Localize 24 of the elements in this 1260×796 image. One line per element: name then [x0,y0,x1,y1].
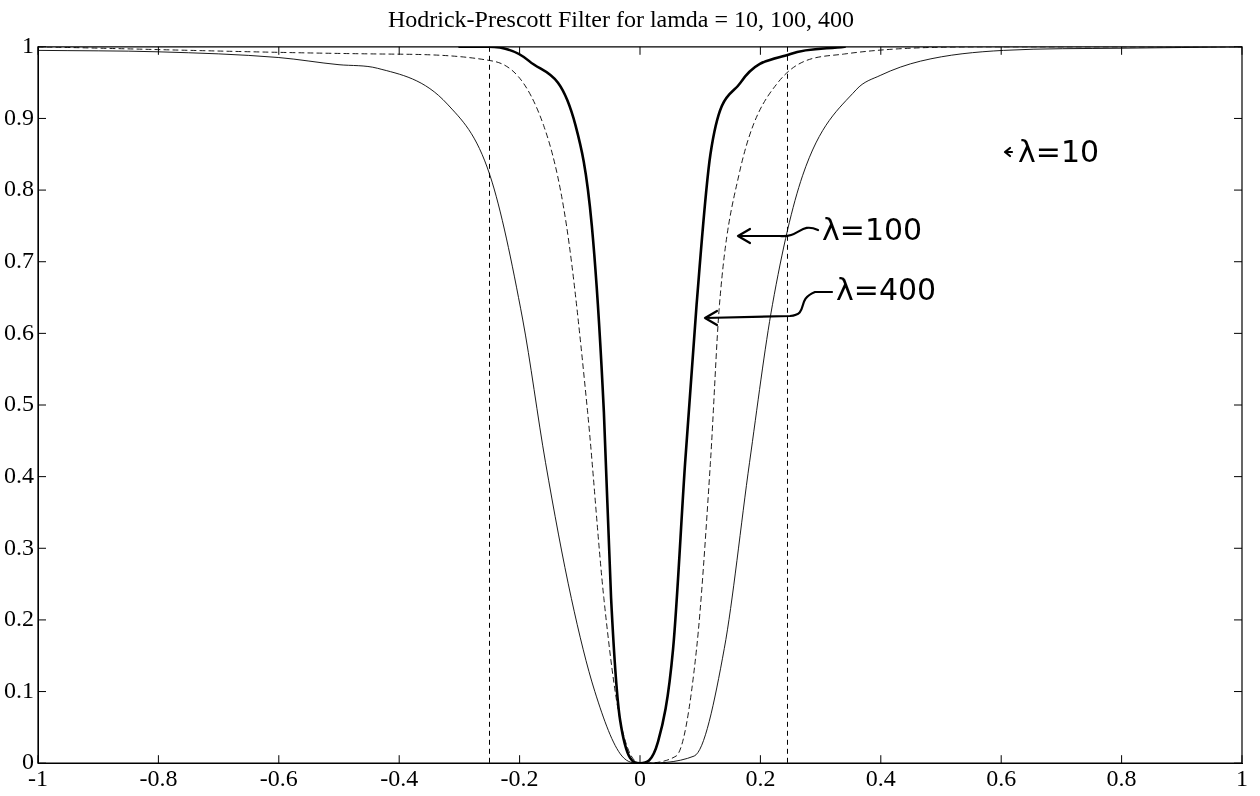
x-tick-label: 0.4 [865,764,896,791]
chart-title: Hodrick-Prescott Filter for lamda = 10, 100, 400 [387,5,855,32]
annotation: λ=400 [836,272,937,308]
x-tick-label: -0.4 [380,764,419,791]
y-tick-label: 0.2 [4,605,34,632]
annotation: λ=100 [822,212,923,248]
y-tick-label: 0.6 [4,318,34,345]
x-tick-label: 0 [634,764,646,791]
y-tick-label: 0.3 [4,533,34,560]
x-tick-label: -0.2 [500,764,539,791]
y-tick-label: 1 [22,32,34,59]
x-tick-label: -0.8 [139,764,178,791]
x-tick-label: 0.2 [745,764,776,791]
y-tick-label: 0.5 [4,390,34,417]
x-tick-label: -0.6 [259,764,298,791]
annotation: λ=10 [1018,134,1100,170]
y-tick-label: 0.7 [4,247,34,274]
y-tick-label: 0.4 [4,461,34,488]
x-tick-label: 1 [1236,764,1248,791]
y-tick-label: 0.9 [4,103,34,130]
y-tick-label: 0.1 [4,676,34,703]
x-tick-label: 0.6 [986,764,1017,791]
x-tick-label: 0.8 [1106,764,1137,791]
y-tick-label: 0.8 [4,175,34,202]
